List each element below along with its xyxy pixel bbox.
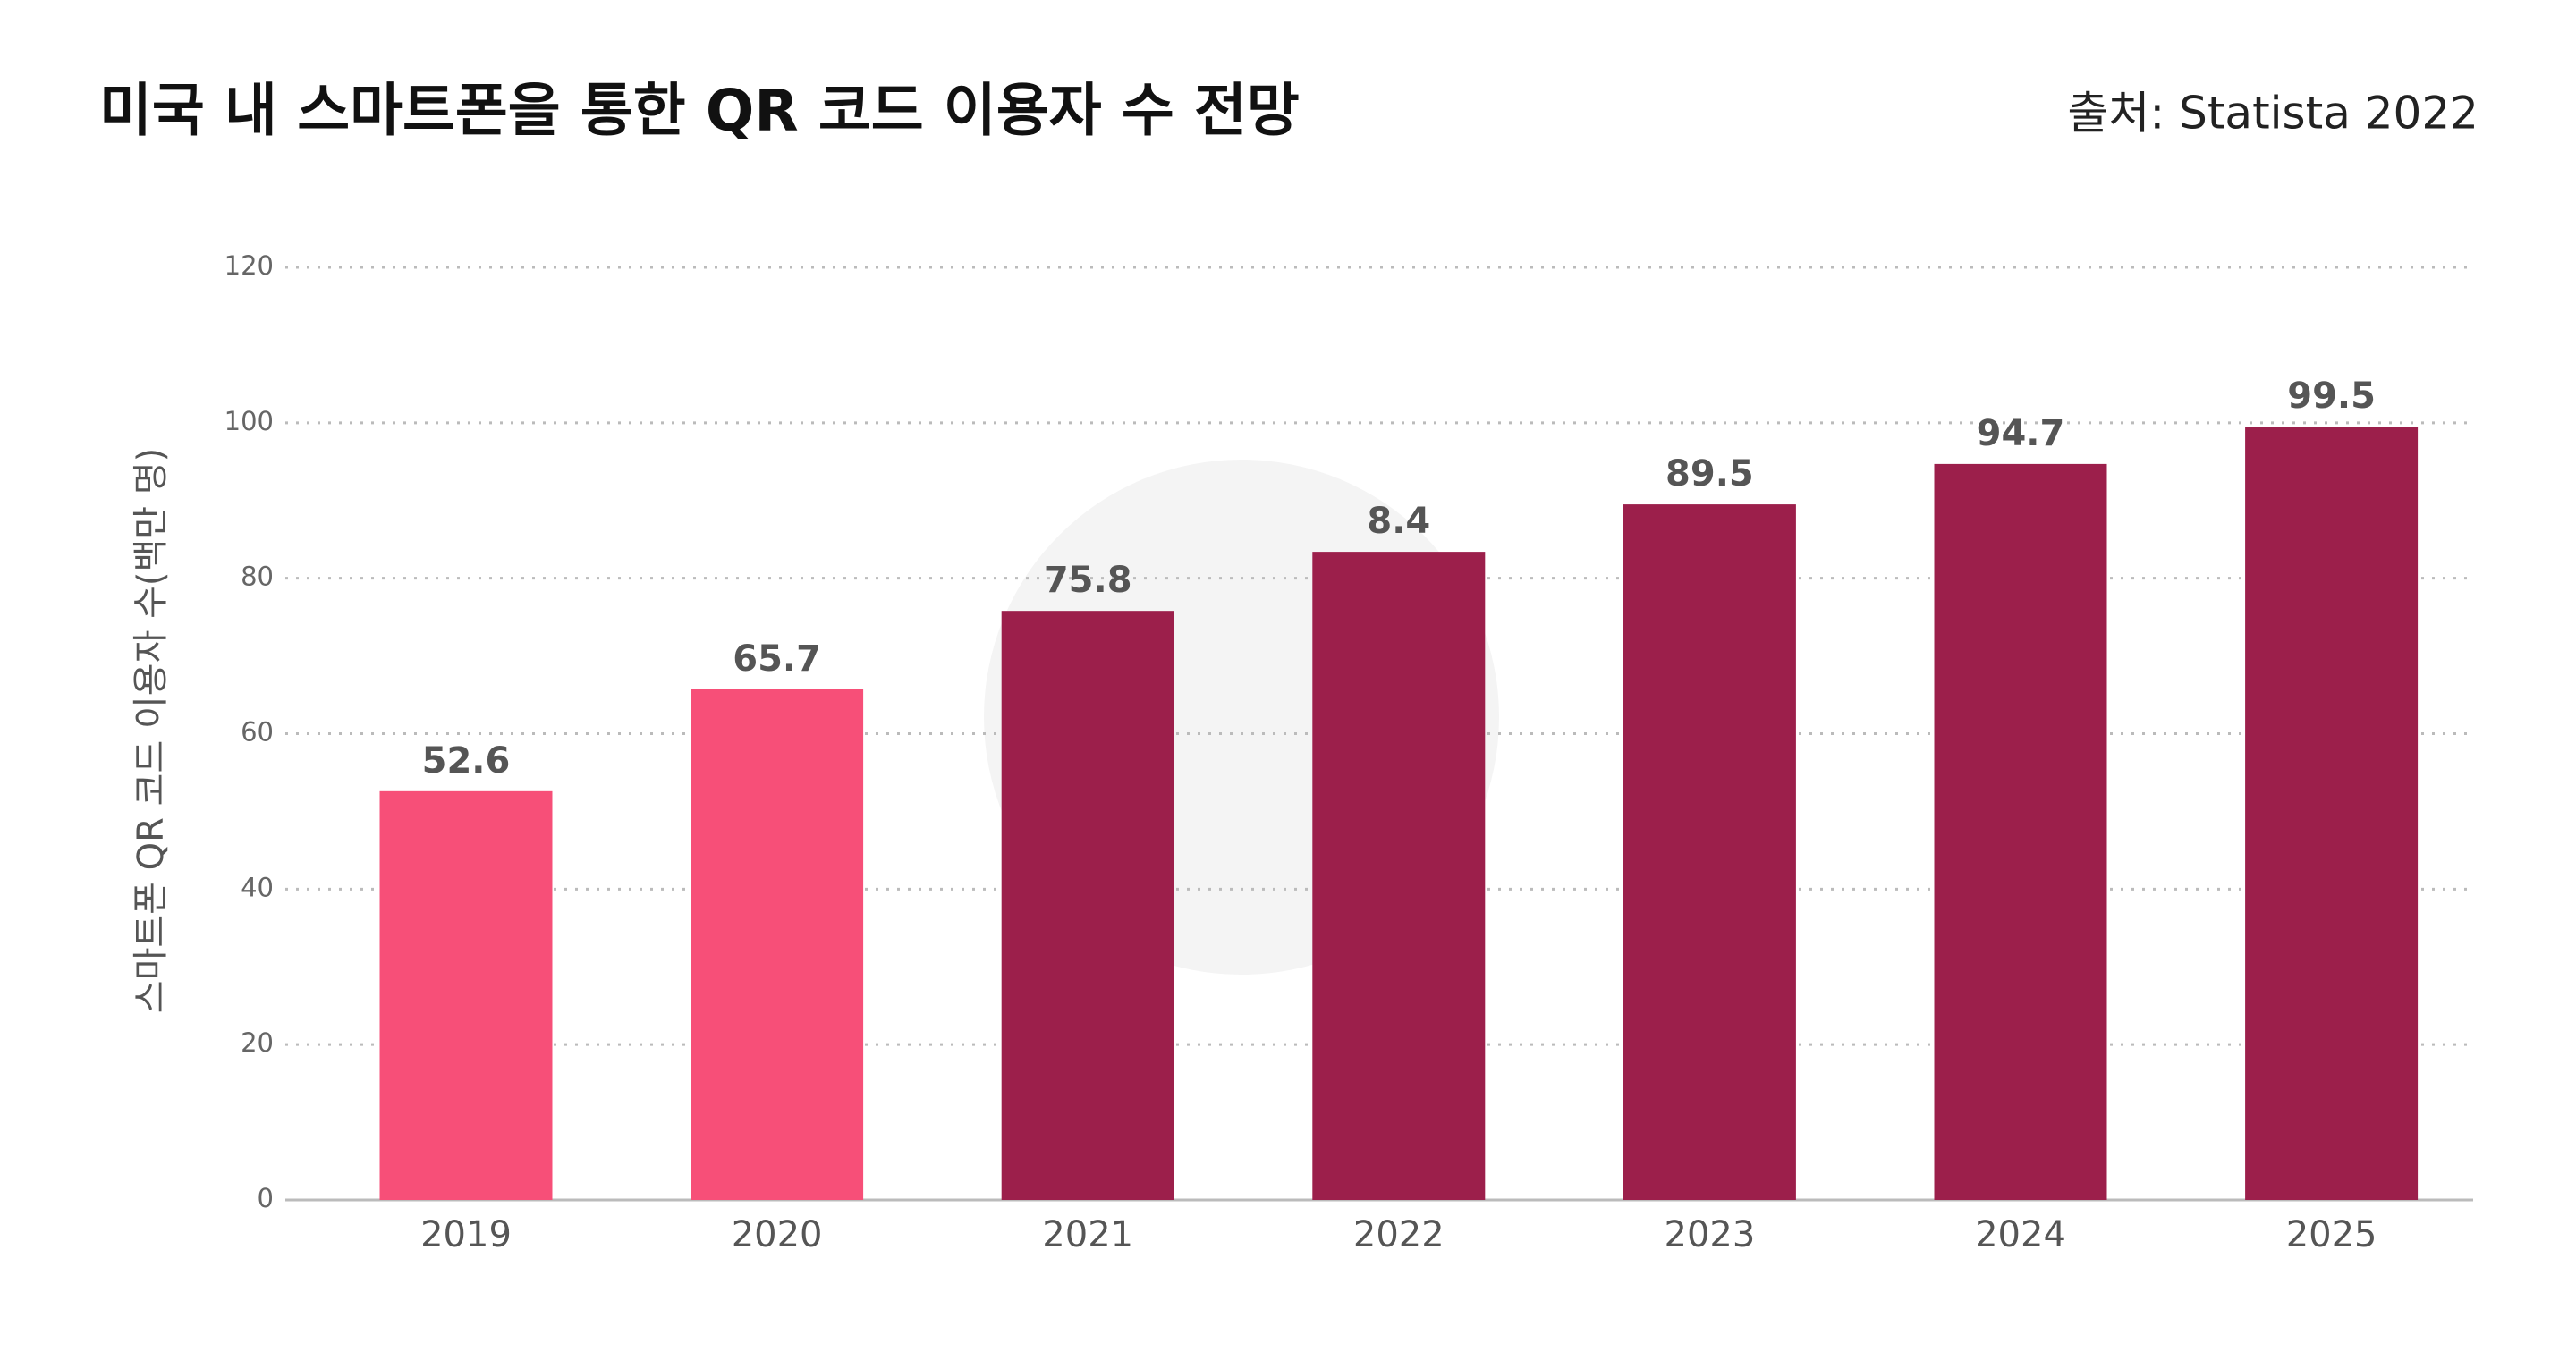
y-tick-label: 40 [241,872,274,902]
bar [1001,611,1174,1200]
bar [691,689,864,1200]
y-tick-label: 60 [241,717,274,748]
y-tick-label: 0 [258,1183,274,1213]
value-label: 75.8 [1044,560,1132,601]
y-tick-label: 80 [241,562,274,592]
value-label: 8.4 [1367,501,1430,542]
source: 출처: Statista 2022 [2067,88,2479,139]
bar [1623,504,1796,1200]
x-tick-label: 2021 [1042,1214,1133,1255]
value-label: 89.5 [1665,453,1754,494]
x-tick-label: 2025 [2286,1214,2377,1255]
x-tick-label: 2024 [1975,1214,2066,1255]
value-label: 94.7 [1977,413,2065,454]
x-tick-label: 2023 [1665,1214,1756,1255]
bar [1312,552,1486,1200]
x-tick-label: 2020 [732,1214,823,1255]
bar [2245,427,2419,1200]
value-label: 65.7 [733,638,821,680]
chart-title: 미국 내 스마트폰을 통한 QR 코드 이용자 수 전망 [99,79,1300,145]
x-tick-label: 2022 [1353,1214,1445,1255]
plot: 0 20 40 60 80 100 120 52.6 2019 65.7 2020 75.8 2021 8… [225,250,2473,1255]
value-label: 99.5 [2287,376,2376,417]
y-axis-label: 스마트폰 QR 코드 이용자 수(백만 명) [131,448,172,1013]
y-tick-label: 20 [241,1027,274,1058]
bar [1934,463,2107,1200]
x-tick-label: 2019 [420,1214,512,1255]
y-tick-label: 120 [225,250,274,281]
bar [379,790,553,1200]
value-label: 52.6 [422,740,511,782]
y-tick-label: 100 [225,406,274,436]
